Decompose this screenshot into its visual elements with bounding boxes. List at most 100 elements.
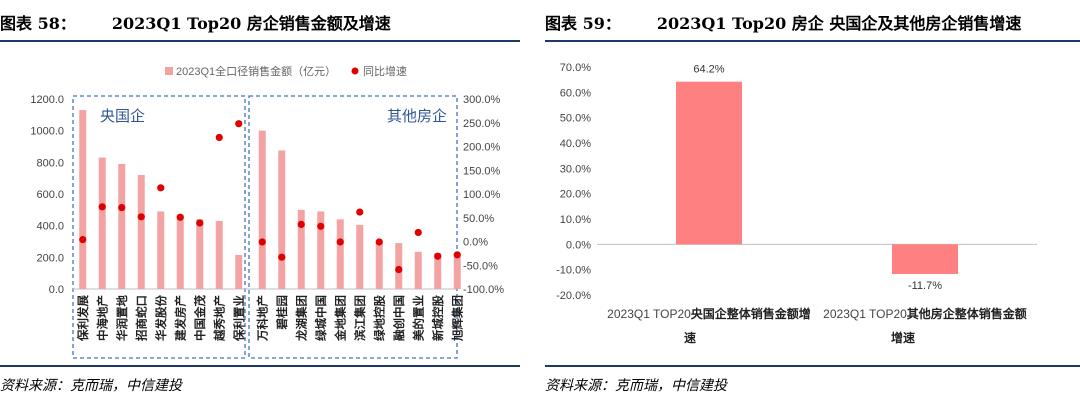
y-axis-tick-label: -20.0% xyxy=(556,290,591,302)
category-label: 招商蛇口 xyxy=(134,295,148,341)
group-frame xyxy=(248,95,458,359)
y-axis-tick-label: 60.0% xyxy=(560,87,591,99)
sales-bar xyxy=(278,150,286,289)
sales-bar xyxy=(176,214,184,289)
figure-58-title: 图表 58： 2023Q1 Top20 房企销售金额及增速 xyxy=(0,10,391,34)
right-axis-tick-label: -100.0% xyxy=(463,284,504,296)
category-label: 华润置地 xyxy=(115,295,129,341)
category-label: 新城控股 xyxy=(431,295,445,341)
growth-dot xyxy=(235,120,243,128)
group-label: 央国企 xyxy=(100,107,145,125)
right-axis-tick-label: 150.0% xyxy=(463,165,501,177)
category-label: 金地集团 xyxy=(333,295,347,342)
group-frame xyxy=(72,95,246,359)
category-label-bold: 其他房企整体销售金额 xyxy=(907,306,1027,321)
sales-bar xyxy=(196,219,204,289)
figure-59-title: 图表 59： 2023Q1 Top20 房企 央国企及其他房企销售增速 xyxy=(545,10,1021,34)
growth-dot xyxy=(176,213,184,221)
figure-58-source: 资料来源：克而瑞，中信建投 xyxy=(0,378,182,394)
y-axis-tick-label: 70.0% xyxy=(560,62,591,74)
y-axis-tick-label: 50.0% xyxy=(560,113,591,125)
y-axis-tick-label: 10.0% xyxy=(560,214,591,226)
sales-bar xyxy=(453,253,461,289)
growth-dot xyxy=(395,265,403,274)
figure-58-title-text: 2023Q1 Top20 房企销售金额及增速 xyxy=(111,14,391,33)
growth-dot xyxy=(336,238,344,246)
bottom-rule xyxy=(545,365,1080,367)
growth-bar xyxy=(892,244,958,274)
figure-59-number: 图表 59： xyxy=(545,14,621,33)
y-axis-tick-label: 30.0% xyxy=(560,163,591,175)
sales-bar xyxy=(235,254,243,289)
sales-bar xyxy=(98,157,106,289)
sales-bar xyxy=(215,220,223,289)
sales-bar xyxy=(137,175,145,289)
figure-58: 图表 58： 2023Q1 Top20 房企销售金额及增速 2023Q1全口径销售… xyxy=(0,0,520,405)
left-axis-tick-label: 0.0 xyxy=(49,284,64,296)
left-axis-tick-label: 1200.0 xyxy=(30,94,64,106)
growth-dot xyxy=(375,238,383,246)
top-rule xyxy=(545,40,1080,42)
category-label: 建发房产 xyxy=(173,295,187,341)
category-label: 美的置业 xyxy=(411,295,425,341)
sales-bar xyxy=(157,211,165,289)
sales-bar xyxy=(356,224,364,289)
growth-dot xyxy=(453,251,461,259)
right-axis-tick-label: 0.0% xyxy=(463,237,488,249)
growth-bar xyxy=(676,81,742,245)
growth-dot xyxy=(278,253,286,261)
sales-bar xyxy=(336,219,344,289)
growth-dot xyxy=(297,220,305,228)
sales-bar xyxy=(317,211,325,289)
right-axis-tick-label: 100.0% xyxy=(463,189,501,201)
growth-dot xyxy=(434,252,442,260)
growth-dot xyxy=(118,203,126,212)
growth-dot xyxy=(157,184,165,192)
category-label-line2: 增速 xyxy=(891,330,915,345)
growth-dot xyxy=(215,133,223,142)
figure-59-source: 资料来源：克而瑞，中信建投 xyxy=(545,378,727,394)
category-label: 越秀地产 xyxy=(212,295,226,342)
figure-59-title-text: 2023Q1 Top20 房企 央国企及其他房企销售增速 xyxy=(656,14,1022,33)
growth-dot xyxy=(98,203,106,211)
category-label: 碧桂园 xyxy=(275,295,289,331)
growth-dot xyxy=(137,213,145,221)
growth-dot xyxy=(196,219,204,227)
growth-dot xyxy=(317,222,325,230)
category-label-prefix: 2023Q1 TOP20 xyxy=(607,307,691,321)
growth-dot xyxy=(258,238,266,246)
sales-bar xyxy=(297,209,305,289)
figure-59: 图表 59： 2023Q1 Top20 房企 央国企及其他房企销售增速 -20.0… xyxy=(545,0,1080,405)
bottom-rule xyxy=(0,365,520,367)
category-label: 万科地产 xyxy=(255,295,269,342)
legend-dot-swatch xyxy=(351,67,359,75)
top-rule xyxy=(0,40,520,42)
category-label-prefix: 2023Q1 TOP20 xyxy=(823,307,907,321)
category-label: 旭辉集团 xyxy=(450,295,464,342)
right-axis-tick-label: -50.0% xyxy=(463,260,498,272)
left-axis-tick-label: 800.0 xyxy=(36,157,64,169)
figure-58-number: 图表 58： xyxy=(0,14,76,33)
category-label: 保利发展 xyxy=(76,295,90,342)
right-axis-tick-label: 50.0% xyxy=(463,213,494,225)
legend-bar-label: 2023Q1全口径销售金额（亿元） xyxy=(176,64,336,78)
category-label: 绿城中国 xyxy=(314,295,328,341)
category-label: 保利置业 xyxy=(232,295,246,342)
left-axis-tick-label: 200.0 xyxy=(36,252,64,264)
group-label: 其他房企 xyxy=(387,107,447,125)
y-axis-tick-label: 40.0% xyxy=(560,138,591,150)
category-label: 绿地控股 xyxy=(372,295,386,341)
data-label: -11.7% xyxy=(908,280,942,292)
sales-growth-combo-chart: 2023Q1全口径销售金额（亿元） 同比增速 央国企 其他房企 0.0 200.0 40… xyxy=(30,64,504,359)
y-axis-tick-label: 20.0% xyxy=(560,189,591,201)
category-label: 中国金茂 xyxy=(193,295,207,341)
category-label: 中海地产 xyxy=(95,295,109,341)
sales-bar xyxy=(434,253,442,289)
growth-dot xyxy=(414,228,422,237)
left-axis-tick-label: 1000.0 xyxy=(30,126,64,138)
sales-bar xyxy=(375,241,383,289)
right-axis-tick-label: 250.0% xyxy=(463,118,501,130)
category-label: 融创中国 xyxy=(392,295,406,341)
y-axis-tick-label: 0.0% xyxy=(566,239,591,251)
category-label: 龙湖集团 xyxy=(294,295,308,342)
